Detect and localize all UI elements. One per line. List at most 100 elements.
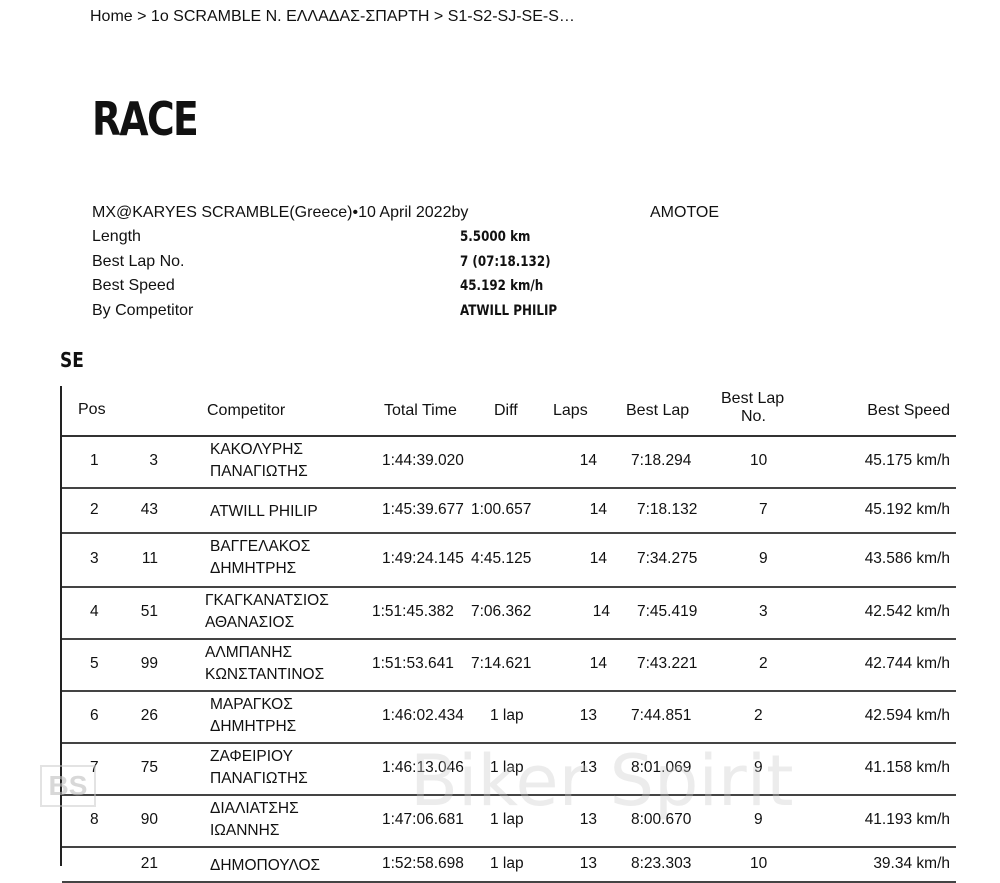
cell-competitor[interactable]: ΚΑΚΟΛΥΡΗΣ ΠΑΝΑΓΙΩΤΗΣ bbox=[210, 439, 308, 483]
competitor-firstname: ΑΘΑΝΑΣΙΟΣ bbox=[205, 614, 295, 631]
competitor-surname: ΒΑΓΓΕΛΑΚΟΣ bbox=[210, 538, 311, 555]
table-row: 2 43 ATWILL PHILIP 1:45:39.677 1:00.657 … bbox=[62, 489, 956, 534]
watermark-logo: BS bbox=[40, 765, 96, 807]
competitor-firstname: ΠΑΝΑΓΙΩΤΗΣ bbox=[210, 463, 308, 480]
cell-best-lap-no: 2 bbox=[754, 707, 763, 724]
cell-total-time: 1:52:58.698 bbox=[382, 854, 464, 872]
cell-laps: 13 bbox=[579, 707, 597, 724]
cell-total-time: 1:47:06.681 bbox=[382, 811, 464, 828]
cell-pos: 5 bbox=[90, 655, 99, 672]
cell-laps: 14 bbox=[589, 550, 607, 567]
page-title: RACE bbox=[92, 92, 199, 146]
cell-total-time: 1:45:39.677 bbox=[382, 500, 464, 518]
cell-diff: 7:06.362 bbox=[471, 603, 532, 620]
cell-best-speed: 41.158 km/h bbox=[864, 759, 950, 776]
cell-best-lap-no: 3 bbox=[759, 603, 768, 620]
cell-best-lap: 8:23.303 bbox=[631, 854, 692, 872]
header-competitor: Competitor bbox=[207, 402, 286, 419]
header-diff: Diff bbox=[494, 402, 518, 419]
cell-best-speed: 42.744 km/h bbox=[864, 655, 950, 672]
info-label: Length bbox=[92, 228, 141, 245]
cell-total-time: 1:51:45.382 bbox=[372, 603, 454, 620]
cell-competitor[interactable]: ΔΗΜΟΠΟΥΛΟΣ bbox=[210, 855, 320, 877]
cell-competitor[interactable]: ATWILL PHILIP bbox=[210, 501, 318, 523]
cell-competitor[interactable]: ΑΛΜΠΑΝΗΣ ΚΩΝΣΤΑΝΤΙΝΟΣ bbox=[205, 642, 324, 686]
cell-best-speed: 41.193 km/h bbox=[864, 811, 950, 828]
cell-best-speed: 42.594 km/h bbox=[864, 707, 950, 724]
table-row: 3 11 ΒΑΓΓΕΛΑΚΟΣ ΔΗΜΗΤΡΗΣ 1:49:24.145 4:45… bbox=[62, 534, 956, 588]
cell-laps: 13 bbox=[579, 854, 597, 872]
info-value: 45.192 km/h bbox=[460, 278, 544, 294]
table-row: 8 90 ΔΙΑΛΙΑΤΣΗΣ ΙΩΑΝΝΗΣ 1:47:06.681 1 lap… bbox=[62, 796, 956, 848]
competitor-firstname: ΚΩΝΣΤΑΝΤΙΝΟΣ bbox=[205, 666, 325, 683]
info-value: ATWILL PHILIP bbox=[460, 302, 558, 319]
cell-total-time: 1:51:53.641 bbox=[372, 655, 454, 672]
cell-best-lap-no: 2 bbox=[759, 655, 768, 672]
table-border bbox=[60, 386, 62, 866]
header-best-lap-no: Best Lap No. bbox=[721, 390, 784, 426]
cell-pos: 8 bbox=[90, 811, 99, 828]
breadcrumb[interactable]: Home > 1o SCRAMBLE Ν. ΕΛΛΑΔΑΣ-ΣΠΑΡΤΗ > S… bbox=[90, 8, 575, 25]
cell-pos: 3 bbox=[90, 550, 99, 567]
watermark: Biker Spirit bbox=[410, 740, 794, 822]
cell-number: 43 bbox=[140, 500, 158, 518]
competitor-surname: ΔΙΑΛΙΑΤΣΗΣ bbox=[210, 800, 299, 817]
competitor-surname: ATWILL PHILIP bbox=[210, 502, 318, 520]
cell-competitor[interactable]: ΔΙΑΛΙΑΤΣΗΣ ΙΩΑΝΝΗΣ bbox=[210, 798, 299, 842]
cell-number: 11 bbox=[141, 550, 158, 567]
cell-pos: 1 bbox=[90, 452, 99, 469]
header-best-speed: Best Speed bbox=[867, 402, 950, 419]
cell-competitor[interactable]: ΖΑΦΕΙΡΙΟΥ ΠΑΝΑΓΙΩΤΗΣ bbox=[210, 746, 308, 790]
info-value: 7 (07:18.132) bbox=[460, 253, 551, 270]
cell-competitor[interactable]: ΒΑΓΓΕΛΑΚΟΣ ΔΗΜΗΤΡΗΣ bbox=[210, 536, 310, 580]
cell-number: 75 bbox=[140, 759, 158, 776]
header-best-lap-no-line2: No. bbox=[741, 408, 766, 425]
cell-number: 26 bbox=[140, 707, 158, 724]
cell-best-speed: 39.34 km/h bbox=[873, 854, 950, 872]
cell-best-speed: 42.542 km/h bbox=[864, 603, 950, 620]
table-row: 7 75 ΖΑΦΕΙΡΙΟΥ ΠΑΝΑΓΙΩΤΗΣ 1:46:13.046 1 l… bbox=[62, 744, 956, 796]
competitor-surname: ΖΑΦΕΙΡΙΟΥ bbox=[210, 748, 293, 765]
table-row: 4 51 ΓΚΑΓΚΑΝΑΤΣΙΟΣ ΑΘΑΝΑΣΙΟΣ 1:51:45.382 … bbox=[62, 588, 956, 640]
cell-best-lap: 7:34.275 bbox=[637, 550, 698, 567]
cell-best-lap-no: 10 bbox=[750, 854, 768, 872]
cell-number: 21 bbox=[140, 854, 158, 872]
cell-best-lap: 8:01.069 bbox=[631, 759, 692, 776]
header-best-lap-no-line1: Best Lap bbox=[721, 390, 785, 407]
cell-best-lap: 7:45.419 bbox=[637, 603, 698, 620]
cell-total-time: 1:46:02.434 bbox=[382, 707, 464, 724]
cell-best-lap-no: 9 bbox=[754, 759, 763, 776]
cell-competitor[interactable]: ΓΚΑΓΚΑΝΑΤΣΙΟΣ ΑΘΑΝΑΣΙΟΣ bbox=[205, 590, 329, 634]
cell-diff: 1 lap bbox=[490, 759, 524, 776]
cell-diff: 1:00.657 bbox=[471, 500, 532, 518]
cell-number: 90 bbox=[140, 811, 158, 828]
event-line: MX@KARYES SCRAMBLE(Greece)•10 April 2022… bbox=[92, 204, 469, 221]
header-best-lap: Best Lap bbox=[626, 402, 690, 419]
cell-laps: 14 bbox=[592, 603, 610, 620]
competitor-surname: ΜΑΡΑΓΚΟΣ bbox=[210, 696, 293, 713]
cell-best-lap: 7:18.132 bbox=[637, 500, 698, 518]
competitor-surname: ΔΗΜΟΠΟΥΛΟΣ bbox=[210, 856, 321, 874]
cell-best-lap-no: 10 bbox=[750, 452, 768, 469]
cell-laps: 14 bbox=[579, 452, 597, 469]
competitor-surname: ΑΛΜΠΑΝΗΣ bbox=[205, 644, 293, 661]
table-row: 6 26 ΜΑΡΑΓΚΟΣ ΔΗΜΗΤΡΗΣ 1:46:02.434 1 lap … bbox=[62, 692, 956, 744]
header-total-time: Total Time bbox=[384, 402, 457, 419]
cell-total-time: 1:46:13.046 bbox=[382, 759, 464, 776]
cell-best-lap: 7:44.851 bbox=[631, 707, 692, 724]
cell-competitor[interactable]: ΜΑΡΑΓΚΟΣ ΔΗΜΗΤΡΗΣ bbox=[210, 694, 296, 738]
cell-best-lap: 8:00.670 bbox=[631, 811, 692, 828]
header-laps: Laps bbox=[553, 402, 588, 419]
header-pos: Pos bbox=[78, 401, 106, 418]
info-label: By Competitor bbox=[92, 301, 194, 319]
cell-pos: 6 bbox=[90, 707, 99, 724]
cell-best-speed: 45.192 km/h bbox=[864, 500, 950, 518]
info-label: Best Lap No. bbox=[92, 252, 185, 270]
cell-pos: 2 bbox=[90, 500, 99, 518]
cell-diff: 1 lap bbox=[490, 854, 524, 872]
competitor-surname: ΓΚΑΓΚΑΝΑΤΣΙΟΣ bbox=[205, 592, 329, 609]
cell-best-lap: 7:43.221 bbox=[637, 655, 698, 672]
cell-best-lap-no: 9 bbox=[759, 550, 768, 567]
cell-number: 99 bbox=[140, 655, 158, 672]
cell-best-lap-no: 9 bbox=[754, 811, 763, 828]
